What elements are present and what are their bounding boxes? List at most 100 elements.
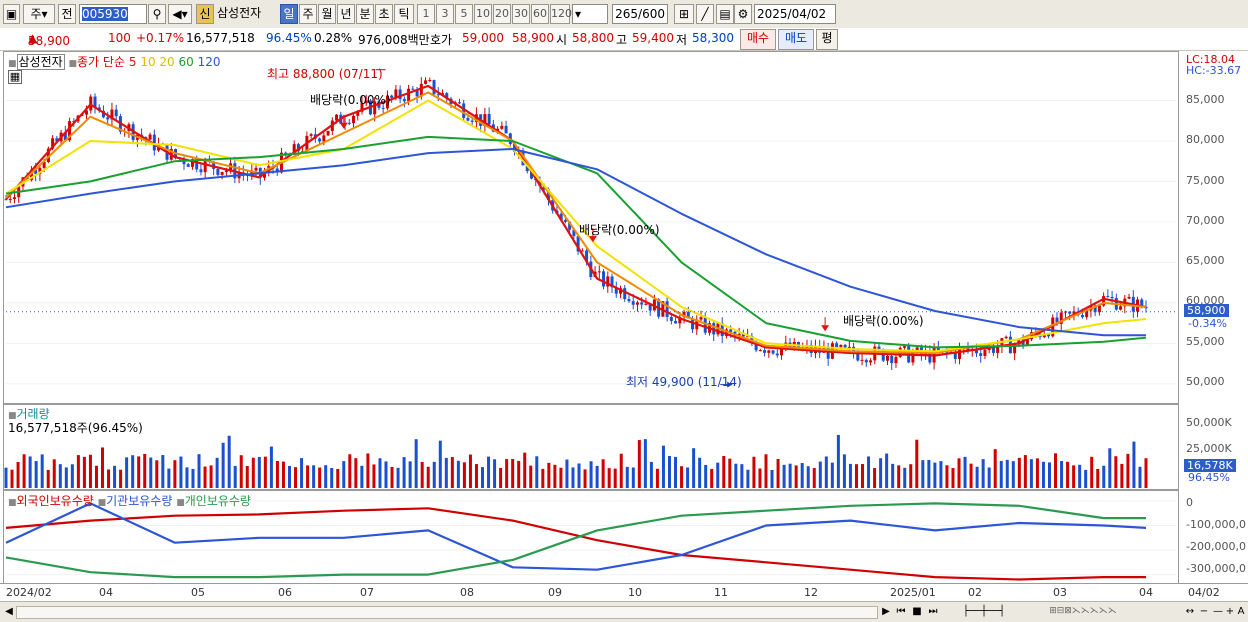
volume-bar	[806, 466, 810, 488]
font-icon[interactable]: A	[1237, 606, 1245, 617]
interval-5[interactable]: 5	[455, 4, 473, 24]
candle-body	[1059, 312, 1063, 324]
candle-body	[8, 199, 12, 201]
legend-stock-name: 삼성전자	[16, 54, 65, 70]
candle-body	[678, 317, 682, 324]
volume-bar	[450, 457, 454, 488]
scroll-right-icon[interactable]: ▶	[882, 606, 890, 617]
stock-name: 삼성전자	[217, 6, 262, 20]
period-minute[interactable]: 분	[356, 4, 374, 24]
candle-body	[29, 169, 33, 181]
candle-body	[1144, 306, 1148, 309]
move-icon[interactable]: ↔	[1185, 606, 1195, 617]
candle-body	[360, 103, 364, 112]
candle-body	[1072, 311, 1076, 314]
x-tick: 12	[804, 586, 818, 599]
zoom-in-icon[interactable]: +	[1225, 606, 1235, 617]
gear-icon[interactable]: ⚙	[734, 4, 752, 24]
date-input[interactable]: 2025/04/02	[754, 4, 836, 24]
volume-bar	[517, 460, 521, 488]
last-pct-tag: -0.34%	[1188, 317, 1227, 330]
volume-bar	[113, 465, 117, 488]
candle-body	[974, 348, 978, 354]
x-tick: 08	[460, 586, 474, 599]
candle-body	[390, 95, 394, 98]
holding-axis[interactable]: 0 -100,000,0 -200,000,0 -300,000,0	[1180, 490, 1248, 584]
stock-code-input[interactable]: 005930	[79, 4, 147, 24]
save-icon[interactable]: ▤	[716, 4, 734, 24]
interval-3[interactable]: 3	[436, 4, 454, 24]
candle-body	[996, 346, 1000, 353]
period-second[interactable]: 초	[375, 4, 393, 24]
volume-bar	[722, 455, 726, 488]
candle-body	[572, 229, 576, 237]
volume-bar	[921, 460, 925, 488]
volume-bar	[245, 466, 249, 488]
volume-bar	[16, 461, 20, 488]
sin-button[interactable]: 신	[196, 4, 214, 24]
sound-icon[interactable]: ◀▾	[168, 4, 192, 24]
current-price-value: 58,900	[28, 34, 70, 48]
draw-icon[interactable]: ╱	[696, 4, 714, 24]
period-month[interactable]: 월	[318, 4, 336, 24]
table-icon[interactable]: ▦	[8, 70, 22, 84]
volume-bar	[209, 465, 213, 488]
interval-10[interactable]: 10	[474, 4, 492, 24]
buy-button[interactable]: 매수	[740, 29, 776, 50]
volume-bar	[812, 468, 816, 488]
period-week[interactable]: 주	[299, 4, 317, 24]
count-input[interactable]: 265/600	[612, 4, 668, 24]
turnover-rate: 0.28%	[314, 31, 353, 45]
zoom-out-icon[interactable]: −	[1199, 606, 1209, 617]
volume-bar	[215, 457, 219, 488]
price-axis[interactable]: LC:18.04 HC:-33.67 85,000 80,000 75,000 …	[1180, 51, 1248, 404]
volume-bar	[137, 456, 141, 488]
candle-body	[780, 348, 784, 356]
candle-body	[741, 333, 745, 337]
interval-120[interactable]: 120	[550, 4, 572, 24]
stop-icon[interactable]: ■	[912, 606, 922, 617]
interval-30[interactable]: 30	[512, 4, 530, 24]
volume-bar	[643, 439, 647, 488]
interval-1[interactable]: 1	[417, 4, 435, 24]
zoom-slider[interactable]: ├──┼──┤	[962, 606, 1006, 617]
eval-button[interactable]: 평	[816, 29, 838, 50]
high-price: 59,400	[632, 31, 674, 45]
sell-button[interactable]: 매도	[778, 29, 814, 50]
volume-axis[interactable]: 50,000K 25,000K	[1180, 404, 1248, 490]
tools-icon[interactable]: ⊞⊟⊠⋋⋋⋋⋋⋋	[1049, 606, 1117, 616]
volume-bar	[975, 466, 979, 488]
search-icon[interactable]: ⚲	[148, 4, 166, 24]
play-icon[interactable]: ⏭	[928, 606, 938, 617]
prev-button[interactable]: 전	[58, 4, 76, 24]
price-tick: 60,000	[1186, 294, 1225, 307]
line-icon[interactable]: —	[1213, 606, 1223, 617]
scroll-left-icon[interactable]: ◀	[5, 606, 13, 617]
volume-bar	[571, 467, 575, 488]
volume-bar	[1041, 461, 1045, 488]
market-select[interactable]: 주▾	[23, 4, 55, 24]
volume-bar	[927, 459, 931, 488]
period-tick[interactable]: 틱	[394, 4, 414, 24]
volume-bar	[734, 463, 738, 488]
rewind-icon[interactable]: ⏮	[896, 606, 906, 617]
window-icon[interactable]: ▣	[3, 4, 20, 24]
candle-body	[68, 121, 72, 141]
period-day[interactable]: 일	[280, 4, 298, 24]
volume-bar	[287, 465, 291, 488]
volume-bar	[981, 459, 985, 488]
interval-60[interactable]: 60	[531, 4, 549, 24]
interval-20[interactable]: 20	[493, 4, 511, 24]
candle-body	[839, 344, 843, 348]
period-year[interactable]: 년	[337, 4, 355, 24]
candle-body	[885, 355, 889, 361]
volume-bar	[776, 458, 780, 488]
x-tick: 04	[1139, 586, 1153, 599]
legend-ma120: 120	[197, 55, 221, 69]
open-label: 시	[556, 33, 568, 47]
candle-body	[1042, 334, 1046, 338]
candle-body	[580, 250, 584, 252]
grid-icon[interactable]: ⊞	[674, 4, 694, 24]
custom-interval-select[interactable]: ▾	[572, 4, 608, 24]
scroll-track[interactable]	[16, 606, 878, 619]
